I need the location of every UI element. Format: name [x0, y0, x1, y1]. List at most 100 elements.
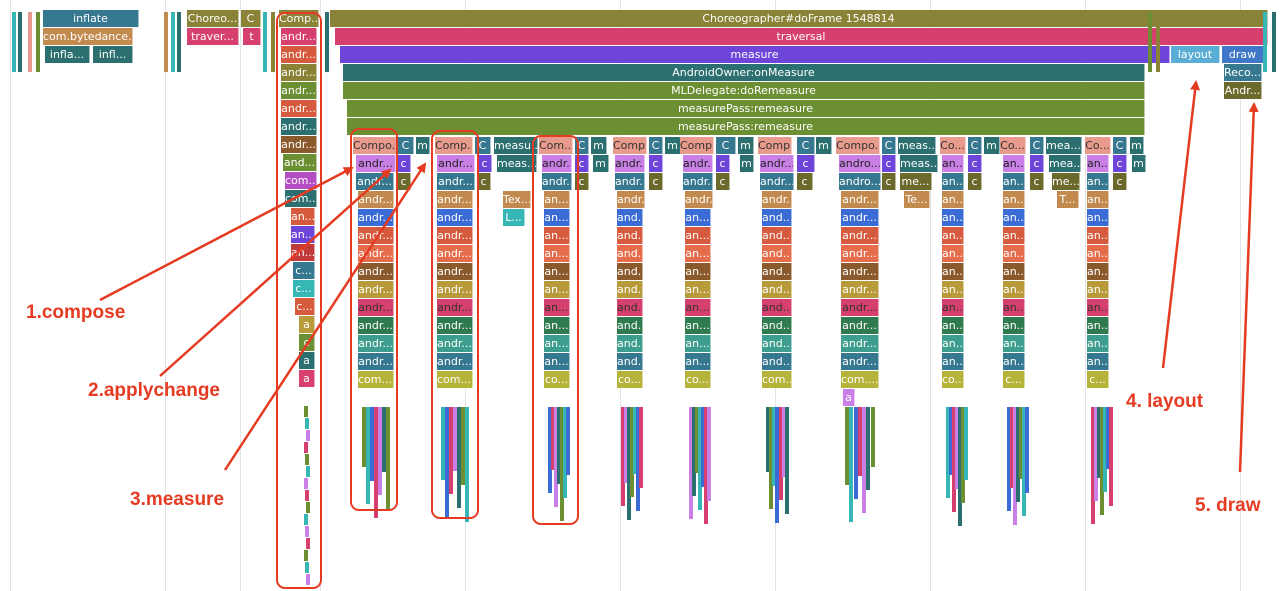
- compose-column-slice[interactable]: a: [299, 352, 315, 369]
- sub-column-slice[interactable]: an...: [1003, 227, 1025, 244]
- slice-row-compose[interactable]: Com...: [539, 137, 573, 154]
- slice-draw[interactable]: draw: [1222, 46, 1264, 63]
- slice-row-compose[interactable]: measu...: [494, 137, 538, 154]
- compose-column-slice[interactable]: andr...: [281, 100, 317, 117]
- sub-column-slice[interactable]: and...: [617, 281, 643, 298]
- slice-t[interactable]: t: [243, 28, 261, 45]
- sub-column-slice[interactable]: an...: [544, 353, 570, 370]
- slice-traversal[interactable]: traversal: [335, 28, 1268, 45]
- slice-row-compose[interactable]: Co...: [1000, 137, 1026, 154]
- sub-column-slice[interactable]: co...: [942, 371, 964, 388]
- sub-column-slice[interactable]: an...: [544, 209, 570, 226]
- slice-row-compose[interactable]: mea...: [1046, 137, 1082, 154]
- sub-column-slice[interactable]: andr...: [437, 335, 473, 352]
- slice-row-andr2[interactable]: andr...: [542, 173, 572, 190]
- sub-column-slice[interactable]: an...: [1087, 317, 1109, 334]
- sub-column-slice[interactable]: andr...: [437, 281, 473, 298]
- sub-column-slice[interactable]: and...: [762, 209, 792, 226]
- slice-row-compose[interactable]: C: [649, 137, 663, 154]
- slice-row-andr2[interactable]: c: [397, 173, 411, 190]
- sub-column-slice[interactable]: an...: [544, 281, 570, 298]
- slice-inflate[interactable]: inflate: [43, 10, 139, 27]
- slice-row-andr2[interactable]: andr...: [683, 173, 713, 190]
- slice-row-andr[interactable]: c: [397, 155, 411, 172]
- sub-column-slice[interactable]: and...: [762, 227, 792, 244]
- slice-row-compose[interactable]: Comp...: [435, 137, 473, 154]
- sub-column-slice[interactable]: andr...: [437, 353, 473, 370]
- sub-column-slice[interactable]: an...: [942, 317, 964, 334]
- sub-column-slice[interactable]: and...: [762, 281, 792, 298]
- sub-column-slice[interactable]: an...: [1003, 245, 1025, 262]
- sub-column-slice[interactable]: an...: [685, 317, 711, 334]
- sub-column-slice[interactable]: an...: [544, 245, 570, 262]
- sub-column-slice[interactable]: andr...: [841, 227, 879, 244]
- slice-row-compose[interactable]: m: [816, 137, 832, 154]
- slice-row-andr[interactable]: m: [1132, 155, 1146, 172]
- slice-row-compose[interactable]: Comp...: [613, 137, 647, 154]
- slice-row-compose[interactable]: Co...: [1085, 137, 1111, 154]
- slice-row-andr2[interactable]: an...: [942, 173, 964, 190]
- sub-column-slice[interactable]: andr...: [358, 227, 394, 244]
- sub-column-slice[interactable]: an...: [1087, 299, 1109, 316]
- sub-column-slice[interactable]: andr...: [841, 263, 879, 280]
- slice-row-andr2[interactable]: andr...: [760, 173, 794, 190]
- slice-row-andr[interactable]: c: [649, 155, 663, 172]
- slice-row-andr2[interactable]: c: [882, 173, 896, 190]
- slice-row-andr3[interactable]: andr...: [841, 191, 879, 208]
- compose-column-slice[interactable]: com...: [285, 190, 317, 207]
- sub-column-slice[interactable]: an...: [1003, 209, 1025, 226]
- slice-measurepass-1[interactable]: measurePass:remeasure: [347, 100, 1145, 117]
- slice-row-andr[interactable]: c: [797, 155, 815, 172]
- slice-row-andr3[interactable]: an...: [942, 191, 964, 208]
- sub-column-slice[interactable]: and...: [762, 335, 792, 352]
- slice-row-compose[interactable]: Compo...: [353, 137, 397, 154]
- sub-column-slice[interactable]: an...: [1003, 263, 1025, 280]
- slice-row-compose[interactable]: C: [475, 137, 491, 154]
- slice-bytedance[interactable]: com.bytedance...: [43, 28, 133, 45]
- slice-mldelegate-doremeasure[interactable]: MLDelegate:doRemeasure: [343, 82, 1145, 99]
- sub-column-slice[interactable]: an...: [942, 209, 964, 226]
- sub-column-slice[interactable]: an...: [1087, 209, 1109, 226]
- slice-row-andr[interactable]: andro...: [839, 155, 881, 172]
- sub-column-slice[interactable]: an...: [942, 335, 964, 352]
- slice-row-compose[interactable]: C: [797, 137, 815, 154]
- slice-row-compose[interactable]: meas...: [898, 137, 936, 154]
- compose-column-slice[interactable]: andr...: [281, 82, 317, 99]
- slice-row-andr[interactable]: m: [593, 155, 609, 172]
- slice-row-andr[interactable]: c: [716, 155, 730, 172]
- slice-row-andr[interactable]: andr...: [760, 155, 794, 172]
- slice-row-andr[interactable]: an...: [1087, 155, 1109, 172]
- sub-column-slice[interactable]: andr...: [358, 353, 394, 370]
- sub-column-slice[interactable]: and...: [617, 263, 643, 280]
- sub-column-slice[interactable]: andr...: [841, 299, 879, 316]
- slice-row-andr[interactable]: c: [968, 155, 982, 172]
- sub-column-slice[interactable]: and...: [617, 209, 643, 226]
- sub-column-slice[interactable]: an...: [942, 353, 964, 370]
- compose-column-slice[interactable]: an...: [291, 226, 315, 243]
- slice-row-compose[interactable]: m: [416, 137, 430, 154]
- sub-column-slice[interactable]: an...: [685, 245, 711, 262]
- sub-column-slice[interactable]: an...: [942, 227, 964, 244]
- sub-column-slice[interactable]: and...: [617, 317, 643, 334]
- sub-column-slice[interactable]: co...: [685, 371, 711, 388]
- sub-column-slice[interactable]: c...: [1087, 371, 1109, 388]
- slice-row-andr[interactable]: meas...: [497, 155, 537, 172]
- compose-column-slice[interactable]: andr...: [281, 64, 317, 81]
- slice-measure[interactable]: measure: [340, 46, 1170, 63]
- sub-column-slice[interactable]: andr...: [841, 335, 879, 352]
- sub-column-slice[interactable]: an...: [1087, 335, 1109, 352]
- sub-column-slice[interactable]: andr...: [841, 281, 879, 298]
- sub-column-slice[interactable]: an...: [685, 227, 711, 244]
- slice-row-compose[interactable]: m: [1130, 137, 1144, 154]
- slice-row-compose[interactable]: m: [738, 137, 754, 154]
- slice-row-andr3[interactable]: andr...: [617, 191, 645, 208]
- sub-column-slice[interactable]: an...: [942, 245, 964, 262]
- compose-column-slice[interactable]: an...: [291, 244, 315, 261]
- sub-column-slice[interactable]: an...: [685, 299, 711, 316]
- sub-column-slice[interactable]: andr...: [358, 299, 394, 316]
- compose-column-slice[interactable]: and...: [283, 154, 317, 171]
- slice-row-andr2[interactable]: andr...: [615, 173, 645, 190]
- slice-row-andr3[interactable]: andr...: [358, 191, 394, 208]
- sub-column-slice[interactable]: an...: [1087, 227, 1109, 244]
- slice-row-andr[interactable]: andr...: [437, 155, 475, 172]
